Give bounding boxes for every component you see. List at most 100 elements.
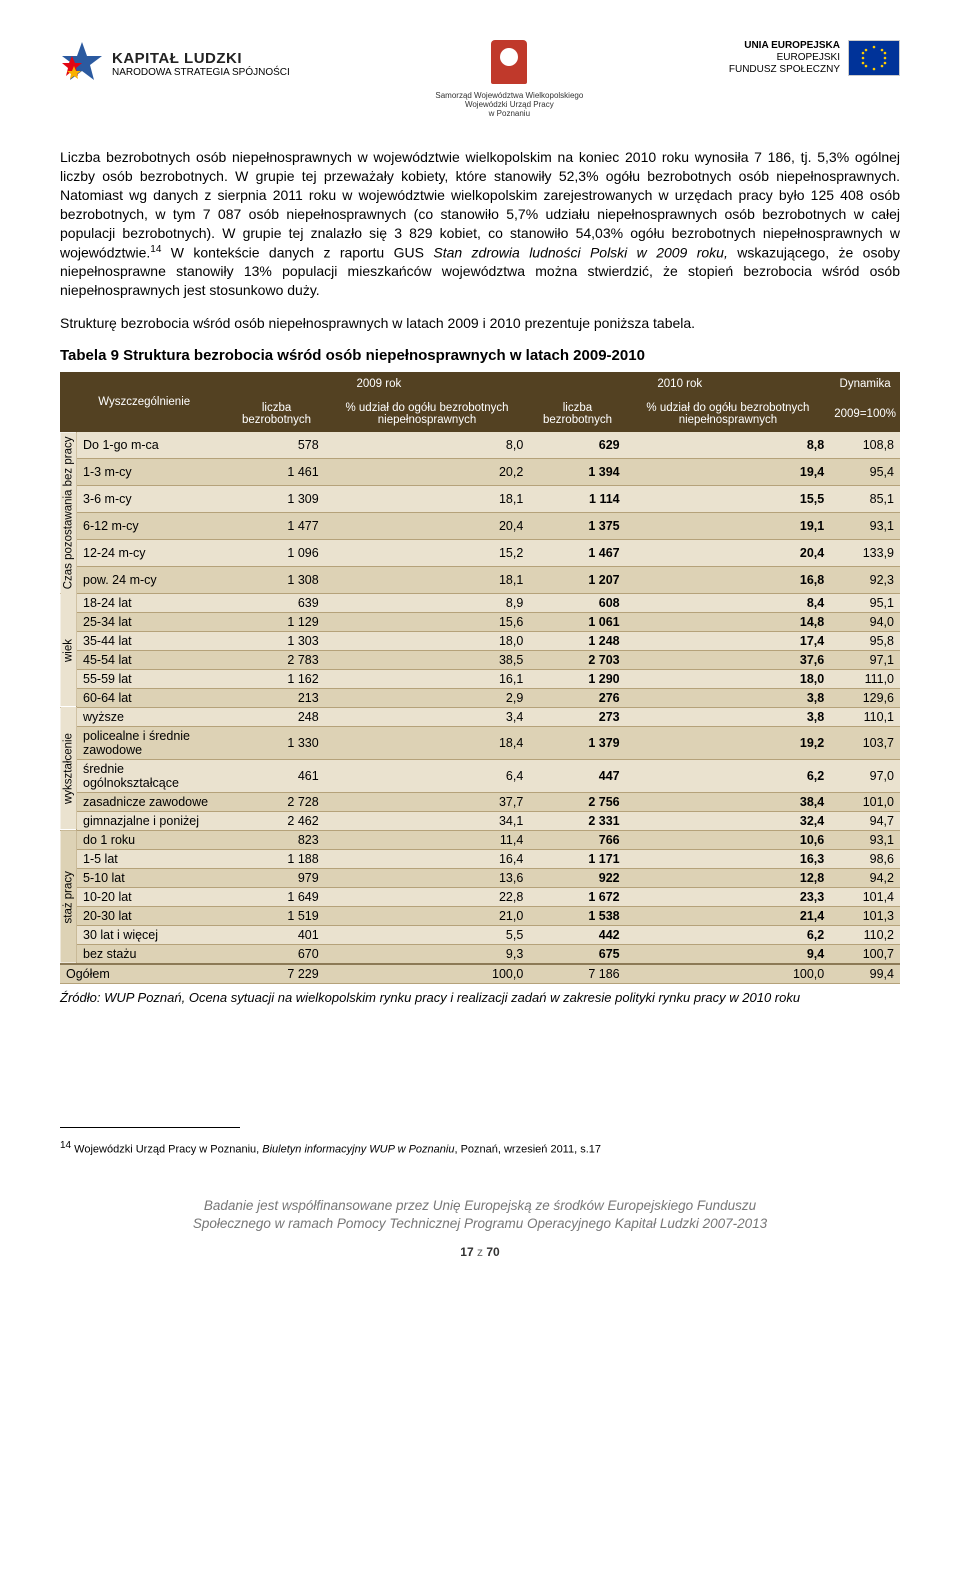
table-cell: 16,3 <box>626 849 831 868</box>
table-cell: 1 162 <box>228 669 324 688</box>
table-cell: 18,1 <box>325 485 530 512</box>
table-cell: 10-20 lat <box>77 887 229 906</box>
table-cell: 608 <box>529 593 625 612</box>
table-cell: 25-34 lat <box>77 612 229 631</box>
table-source: Źródło: WUP Poznań, Ocena sytuacji na wi… <box>60 990 900 1007</box>
table-cell: 6,2 <box>626 925 831 944</box>
table-cell: 2,9 <box>325 688 530 707</box>
table-cell: 103,7 <box>830 726 900 759</box>
table-cell: 1 461 <box>228 458 324 485</box>
footnote-b: , Poznań, wrzesień 2011, s.17 <box>454 1143 601 1155</box>
table-cell: 32,4 <box>626 811 831 830</box>
footnote-a: Wojewódzki Urząd Pracy w Poznaniu, <box>71 1143 262 1155</box>
table-cell: 1 309 <box>228 485 324 512</box>
th-liczba-2009: liczba bezrobotnych <box>228 396 324 432</box>
table-cell: 94,2 <box>830 868 900 887</box>
table-cell: 30 lat i więcej <box>77 925 229 944</box>
table-cell: 97,0 <box>830 759 900 792</box>
table-cell: 97,1 <box>830 650 900 669</box>
table-cell: 979 <box>228 868 324 887</box>
table-cell: 1 672 <box>529 887 625 906</box>
table-cell: 1 290 <box>529 669 625 688</box>
table-cell: 20,4 <box>325 512 530 539</box>
table-cell: 1 538 <box>529 906 625 925</box>
table-cell: 15,6 <box>325 612 530 631</box>
table-cell: 10,6 <box>626 830 831 849</box>
table-cell: wyższe <box>77 707 229 726</box>
table-cell: 442 <box>529 925 625 944</box>
table-cell: 1 330 <box>228 726 324 759</box>
table-cell: 675 <box>529 944 625 964</box>
table-cell: 6-12 m-cy <box>77 512 229 539</box>
table-cell: 18,4 <box>325 726 530 759</box>
table-cell: 8,8 <box>626 432 831 458</box>
table-cell: 93,1 <box>830 512 900 539</box>
th-pct-2009: % udział do ogółu bezrobotnych niepełnos… <box>325 396 530 432</box>
table-cell: 12,8 <box>626 868 831 887</box>
table-cell: 9,4 <box>626 944 831 964</box>
table-cell: 12-24 m-cy <box>77 539 229 566</box>
table-cell: 22,8 <box>325 887 530 906</box>
table-cell: 21,0 <box>325 906 530 925</box>
eu-line2: EUROPEJSKI <box>729 52 840 64</box>
table-cell: 60-64 lat <box>77 688 229 707</box>
table-cell: 823 <box>228 830 324 849</box>
table-cell: średnie ogólnokształcące <box>77 759 229 792</box>
table-cell: 1-5 lat <box>77 849 229 868</box>
table-cell: 37,6 <box>626 650 831 669</box>
table-cell: 101,4 <box>830 887 900 906</box>
group-label: Czas pozostawania bez pracy <box>60 432 77 593</box>
table-cell: 20-30 lat <box>77 906 229 925</box>
table-unemployment-structure: Wyszczególnienie 2009 rok 2010 rok Dynam… <box>60 372 900 984</box>
table-cell: 447 <box>529 759 625 792</box>
table-cell: 92,3 <box>830 566 900 593</box>
footer-line2: Społecznego w ramach Pomocy Technicznej … <box>60 1215 900 1233</box>
para1-b: W kontekście danych z raportu GUS <box>161 245 433 261</box>
page-sep: z <box>474 1245 487 1259</box>
table-cell: 7 186 <box>529 964 625 984</box>
table-cell: 95,1 <box>830 593 900 612</box>
table-cell: 1 308 <box>228 566 324 593</box>
table-cell: 23,3 <box>626 887 831 906</box>
table-cell: 15,2 <box>325 539 530 566</box>
para1-italic: Stan zdrowia ludności Polski w 2009 roku… <box>433 245 728 261</box>
table-cell: 2 728 <box>228 792 324 811</box>
table-cell: 93,1 <box>830 830 900 849</box>
table-cell: 13,6 <box>325 868 530 887</box>
table-cell: 133,9 <box>830 539 900 566</box>
table-cell: 1 394 <box>529 458 625 485</box>
table-cell: 670 <box>228 944 324 964</box>
table-cell: 15,5 <box>626 485 831 512</box>
table-cell: 18,0 <box>626 669 831 688</box>
kl-title: KAPITAŁ LUDZKI <box>112 51 290 68</box>
logo-eu: UNIA EUROPEJSKA EUROPEJSKI FUNDUSZ SPOŁE… <box>729 40 900 76</box>
table-cell: 1 519 <box>228 906 324 925</box>
th-pct-2010: % udział do ogółu bezrobotnych niepełnos… <box>626 396 831 432</box>
table-cell: 8,0 <box>325 432 530 458</box>
table-cell: 100,0 <box>626 964 831 984</box>
table-cell: 38,4 <box>626 792 831 811</box>
table-cell: do 1 roku <box>77 830 229 849</box>
table-cell: 55-59 lat <box>77 669 229 688</box>
table-cell: 1 207 <box>529 566 625 593</box>
group-label: wiek <box>60 593 77 707</box>
eu-line1: UNIA EUROPEJSKA <box>729 40 840 52</box>
table-cell: zasadnicze zawodowe <box>77 792 229 811</box>
table-cell: 108,8 <box>830 432 900 458</box>
table-cell: 1 114 <box>529 485 625 512</box>
table-cell: 16,4 <box>325 849 530 868</box>
logo-center-crest: Samorząd Województwa Wielkopolskiego Woj… <box>435 40 583 118</box>
header-logos: KAPITAŁ LUDZKI NARODOWA STRATEGIA SPÓJNO… <box>60 40 900 118</box>
table-cell: 401 <box>228 925 324 944</box>
kl-subtitle: NARODOWA STRATEGIA SPÓJNOŚCI <box>112 67 290 78</box>
table-cell: 34,1 <box>325 811 530 830</box>
table-cell: 3,8 <box>626 707 831 726</box>
paragraph-1: Liczba bezrobotnych osób niepełnosprawny… <box>60 148 900 300</box>
footnote-num: 14 <box>60 1140 71 1151</box>
table-cell: 95,4 <box>830 458 900 485</box>
table-cell: 35-44 lat <box>77 631 229 650</box>
table-cell: 2 783 <box>228 650 324 669</box>
th-2009: 2009 rok <box>228 372 529 396</box>
paragraph-2: Strukturę bezrobocia wśród osób niepełno… <box>60 314 900 333</box>
table-cell: 16,8 <box>626 566 831 593</box>
